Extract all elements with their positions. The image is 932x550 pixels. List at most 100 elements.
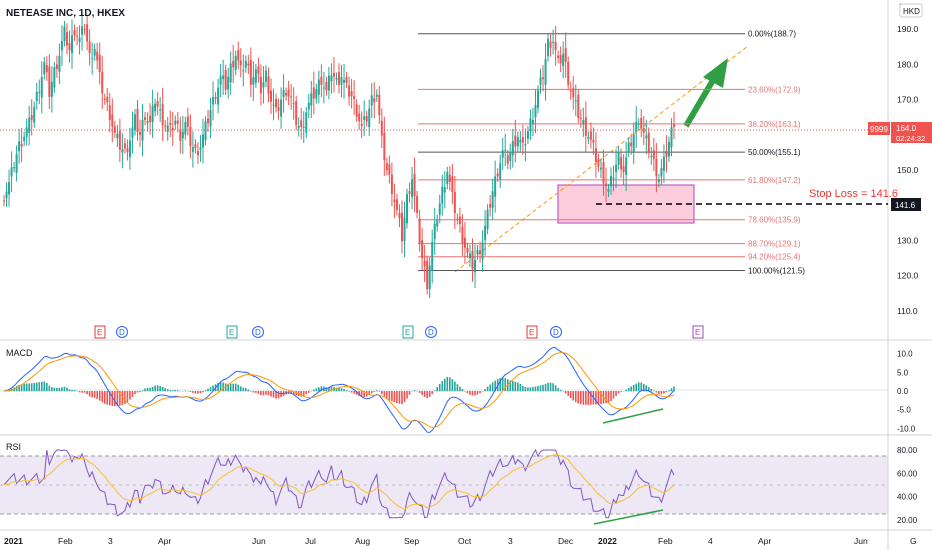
macd-histogram-bar bbox=[585, 391, 587, 405]
candle-body bbox=[481, 242, 484, 260]
ticker-tag-label: 9999 bbox=[870, 125, 888, 134]
macd-histogram-bar bbox=[481, 391, 484, 392]
candle-body bbox=[237, 50, 240, 61]
earnings-marker[interactable] bbox=[226, 325, 238, 339]
candle-body bbox=[536, 90, 539, 109]
candle-body bbox=[635, 121, 638, 132]
candle-body bbox=[106, 96, 109, 103]
candle-body bbox=[295, 101, 298, 125]
macd-histogram-bar bbox=[504, 378, 507, 392]
macd-histogram-bar bbox=[156, 385, 159, 392]
macd-histogram-bar bbox=[532, 387, 534, 392]
candle-body bbox=[53, 67, 56, 88]
macd-histogram-bar bbox=[590, 391, 592, 405]
macd-histogram-bar bbox=[232, 383, 235, 392]
time-axis[interactable]: 2021 Feb 3 Apr Jun Jul Aug Sep Oct 3 Dec 2022 Feb 4 Ap… bbox=[4, 536, 917, 546]
candle-body bbox=[559, 55, 562, 64]
candle-body bbox=[645, 135, 648, 139]
macd-histogram-bar bbox=[383, 391, 386, 397]
macd-histogram-bar bbox=[96, 391, 98, 399]
candle-body bbox=[141, 120, 144, 141]
macd-histogram-bar bbox=[300, 391, 303, 397]
candle-body bbox=[667, 141, 670, 157]
dividend-marker[interactable] bbox=[116, 326, 128, 338]
candle-body bbox=[625, 157, 628, 175]
macd-histogram-bar bbox=[423, 391, 426, 397]
candle-body bbox=[416, 196, 419, 214]
dividend-marker[interactable] bbox=[550, 326, 562, 338]
macd-histogram-bar bbox=[517, 382, 519, 392]
candle-body bbox=[317, 79, 320, 95]
macd-histogram-bar bbox=[328, 387, 330, 392]
macd-divergence-line[interactable] bbox=[602, 408, 664, 424]
macd-histogram-bar bbox=[245, 388, 247, 392]
macd-histogram-bar bbox=[315, 388, 318, 392]
trend-line[interactable] bbox=[454, 45, 749, 273]
candle-body bbox=[640, 117, 643, 129]
candle-body bbox=[234, 55, 237, 70]
macd-histogram-bar bbox=[413, 390, 416, 392]
macd-histogram-bar bbox=[363, 391, 365, 398]
dividend-marker[interactable] bbox=[425, 326, 437, 338]
candle-body bbox=[385, 163, 388, 171]
fibonacci-retracement[interactable]: 0.00%(188.7) 23.60%(172.9) 38.20%(163.1) 50… bbox=[418, 30, 805, 276]
candle-body bbox=[516, 136, 519, 147]
candle-body bbox=[131, 127, 134, 138]
event-letter: E bbox=[405, 328, 410, 337]
candle-body bbox=[48, 66, 51, 97]
macd-histogram-bar bbox=[612, 391, 615, 399]
macd-histogram-bar bbox=[335, 387, 338, 392]
candle-body bbox=[126, 148, 129, 152]
candle-body bbox=[121, 148, 124, 153]
candle-body bbox=[657, 179, 660, 183]
macd-histogram-bar bbox=[486, 386, 489, 392]
earnings-marker[interactable] bbox=[526, 325, 538, 339]
macd-histogram-bar bbox=[653, 390, 655, 392]
rsi-divergence-line[interactable] bbox=[593, 509, 664, 525]
macd-histogram-bar bbox=[484, 389, 486, 392]
macd-histogram-bar bbox=[569, 391, 572, 399]
macd-histogram-bar bbox=[386, 391, 388, 399]
candle-body bbox=[504, 149, 507, 151]
dividend-marker[interactable] bbox=[252, 326, 264, 338]
candle-body bbox=[531, 120, 534, 124]
candle-body bbox=[259, 76, 262, 94]
candle-body bbox=[93, 48, 96, 56]
macd-histogram-bar bbox=[119, 391, 121, 406]
macd-histogram-bar bbox=[242, 387, 245, 392]
earnings-marker[interactable] bbox=[94, 325, 106, 339]
macd-histogram-bar bbox=[192, 391, 194, 393]
macd-histogram-bar bbox=[564, 391, 567, 394]
macd-histogram-bar bbox=[149, 387, 151, 392]
arrow-shaft[interactable] bbox=[683, 73, 719, 128]
candle-body bbox=[380, 120, 383, 136]
candle-body bbox=[184, 122, 187, 135]
candle-body bbox=[71, 35, 74, 54]
candle-body bbox=[73, 29, 76, 36]
macd-histogram-bar bbox=[219, 382, 222, 392]
macd-histogram-bar bbox=[318, 387, 320, 392]
earnings-marker[interactable] bbox=[402, 325, 414, 339]
candle-body bbox=[209, 110, 212, 127]
candle-body bbox=[484, 226, 487, 240]
macd-histogram-bar bbox=[292, 391, 295, 395]
candle-body bbox=[222, 75, 225, 80]
earnings-marker[interactable] bbox=[692, 325, 704, 339]
candle-body bbox=[451, 176, 454, 192]
macd-histogram-bar bbox=[514, 381, 517, 392]
candle-body bbox=[441, 186, 444, 204]
candle-body bbox=[189, 126, 192, 147]
candle-body bbox=[20, 143, 23, 147]
currency-button[interactable] bbox=[899, 3, 923, 18]
candle-body bbox=[280, 99, 283, 117]
candle-body bbox=[133, 114, 136, 131]
candle-body bbox=[287, 89, 290, 97]
candle-body bbox=[254, 69, 257, 83]
price-axis[interactable]: 110.0120.0130.0140.0150.0160.0170.0180.0… bbox=[897, 24, 919, 316]
time-tick-label: 2022 bbox=[598, 536, 617, 546]
macd-histogram-bar bbox=[46, 383, 48, 392]
macd-histogram-bar bbox=[350, 391, 353, 393]
macd-histogram-bar bbox=[489, 384, 491, 392]
